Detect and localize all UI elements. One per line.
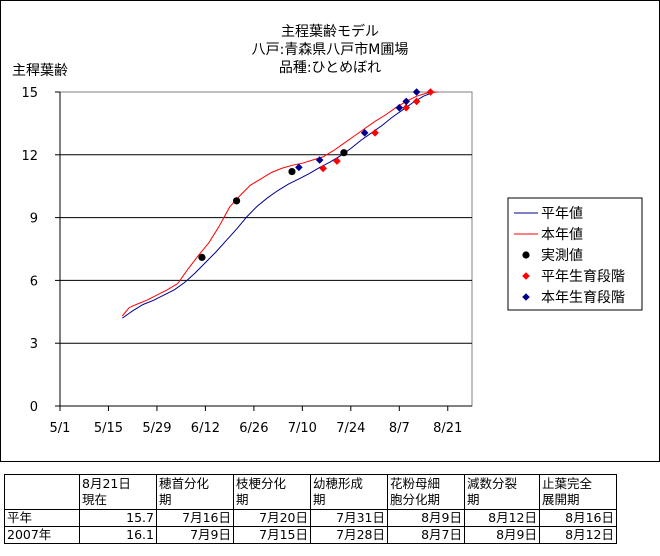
table-header-cell: 減数分裂期	[464, 474, 540, 510]
table-row: 平年 15.7 7月16日 7月20日 7月31日 8月9日 8月12日 8月16日	[4, 509, 617, 527]
table-cell: 8月9日	[387, 509, 465, 527]
gridlines	[60, 154, 472, 344]
x-tick-label: 5/1	[50, 421, 71, 436]
table-cell: 7月9日	[156, 526, 234, 544]
series-line	[122, 91, 435, 319]
table-cell: 7月31日	[310, 509, 388, 527]
table-cell: 15.7	[79, 509, 157, 527]
x-tick-label: 7/10	[288, 421, 317, 436]
table-cell: 7月20日	[233, 509, 311, 527]
series-layer	[121, 88, 438, 319]
series-line	[121, 91, 438, 317]
chart-title-line: 品種:ひとめぼれ	[279, 60, 381, 76]
x-tick-label: 6/26	[239, 421, 268, 436]
data-point-diamond	[395, 103, 404, 112]
data-point-diamond	[319, 164, 327, 173]
chart-title-line: 八戸:青森県八戸市M圃場	[252, 41, 409, 58]
table-cell: 8月16日	[539, 509, 617, 527]
table-cell: 2007年	[4, 526, 80, 544]
x-tick-label: 6/12	[191, 421, 220, 436]
data-point-diamond	[360, 129, 369, 137]
data-point-circle	[340, 149, 348, 157]
data-point-diamond	[412, 88, 421, 96]
legend-label: 平年値	[541, 206, 583, 222]
legend-label: 平年生育段階	[541, 269, 625, 285]
growth-stage-table: 8月21日 現在 穂首分化期枝梗分化期幼穂形成期花粉母細 胞分化期 減数分裂期止葉完全展…	[4, 474, 617, 544]
table-cell: 16.1	[79, 526, 157, 544]
table-header-row: 8月21日 現在 穂首分化期枝梗分化期幼穂形成期花粉母細 胞分化期 減数分裂期止葉完全展…	[4, 474, 617, 510]
legend-box	[507, 197, 643, 311]
table-row: 2007年 16.1 7月9日 7月15日 7月28日 8月7日 8月9日 8月12日	[4, 526, 617, 544]
table-cell: 7月16日	[156, 509, 234, 527]
table-cell: 7月28日	[310, 526, 388, 544]
data-point-circle	[198, 253, 206, 261]
data-point-diamond	[371, 129, 379, 137]
y-tick-label: 12	[21, 149, 38, 164]
axes: 0 3 6 9 12 15 5/1 5/15 5/29 6/12 6/26 7/10 7/24 8/7 8/…	[21, 86, 472, 436]
x-tick-label: 5/15	[94, 421, 123, 436]
y-tick-label: 6	[30, 274, 38, 289]
data-point-diamond	[402, 97, 411, 106]
data-point-diamond	[402, 103, 411, 112]
table-cell: 8月7日	[387, 526, 465, 544]
y-tick-label: 0	[30, 400, 38, 415]
table-header-cell: 枝梗分化期	[233, 474, 311, 510]
table-header-cell: 穂首分化期	[156, 474, 234, 510]
table-header-cell: 幼穂形成期	[310, 474, 388, 510]
legend-diamond-swatch	[522, 272, 530, 280]
data-point-diamond	[333, 157, 341, 165]
table-header-cell	[4, 474, 80, 510]
plot-area	[59, 91, 473, 407]
data-point-diamond	[412, 97, 421, 106]
x-tick-label: 8/21	[433, 421, 462, 436]
table-header-cell: 花粉母細 胞分化期	[387, 474, 465, 510]
table-cell: 平年	[4, 509, 80, 527]
table-cell: 8月9日	[464, 526, 540, 544]
data-point-diamond	[295, 163, 303, 172]
table-cell: 7月15日	[233, 526, 311, 544]
legend-label: 本年値	[541, 227, 583, 243]
y-tick-label: 15	[21, 86, 38, 101]
x-tick-label: 7/24	[336, 421, 365, 436]
table-header-cell: 8月21日 現在	[79, 474, 157, 510]
y-tick-label: 3	[30, 337, 38, 352]
y-axis-label: 主稈葉齢	[12, 63, 68, 79]
x-tick-label: 8/7	[389, 421, 410, 436]
y-tick-label: 9	[30, 212, 38, 227]
legend-label: 実測値	[541, 248, 583, 264]
legend-circle-swatch	[522, 251, 530, 259]
chart-title-line: 主程葉齢モデル	[281, 23, 379, 40]
table-cell: 8月12日	[464, 509, 540, 527]
data-point-diamond	[426, 88, 435, 96]
table-header-cell: 止葉完全 展開期	[539, 474, 617, 510]
x-tick-label: 5/29	[142, 421, 171, 436]
table-cell: 8月12日	[539, 526, 617, 544]
data-point-diamond	[315, 156, 324, 164]
data-point-circle	[232, 197, 241, 205]
legend-label: 本年生育段階	[541, 290, 625, 306]
legend-diamond-swatch	[522, 293, 530, 301]
data-point-circle	[288, 167, 296, 176]
